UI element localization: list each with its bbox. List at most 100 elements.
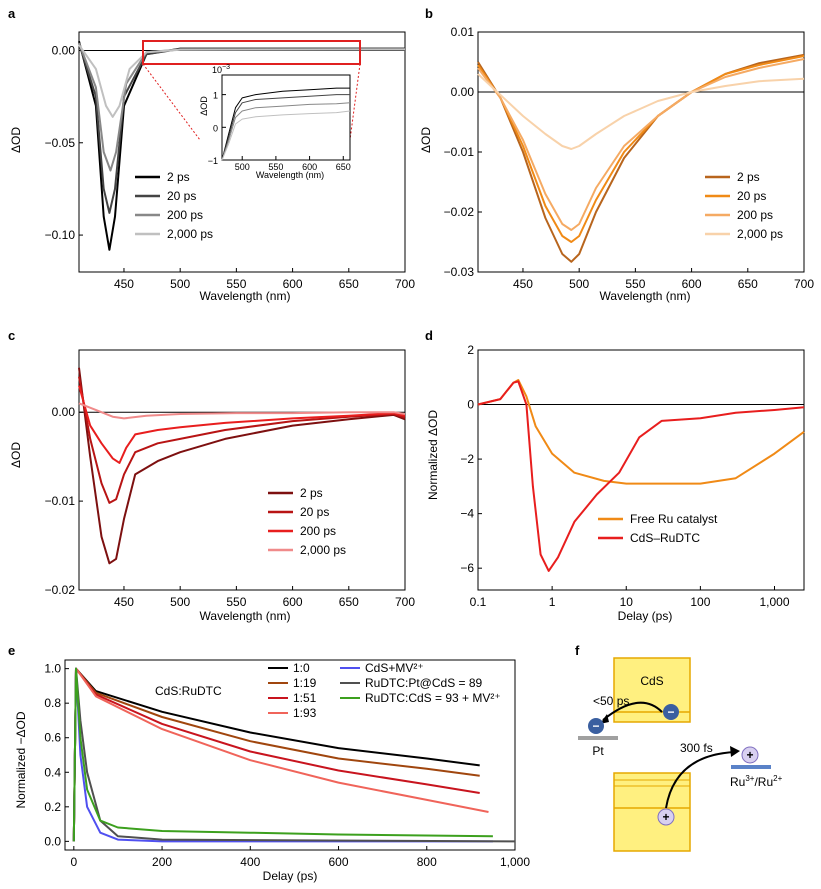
pt-electron-symbol: − xyxy=(592,719,599,733)
x-tick-label: 650 xyxy=(339,595,359,609)
inset-ylabel: ΔOD xyxy=(199,96,209,116)
x-tick-label: 550 xyxy=(226,595,246,609)
y-tick-label: −0.10 xyxy=(45,228,76,242)
x-tick-label: 650 xyxy=(738,277,758,291)
legend-label: Free Ru catalyst xyxy=(630,512,718,526)
inset-plot-a: 500 550 600 650 1 0 −1 xyxy=(208,74,351,172)
panel-e: e Normalized −ΔOD Delay (ps) 0 200 400 600 8… xyxy=(8,643,530,883)
x-tick-label: 700 xyxy=(794,277,814,291)
legend-label: 2 ps xyxy=(167,170,190,184)
x-tick-label: 10 xyxy=(620,595,634,609)
y-tick-label: 2 xyxy=(467,343,474,357)
plot-frame xyxy=(64,659,516,851)
cds-electron xyxy=(663,704,679,720)
panel-label-a: a xyxy=(8,6,16,21)
series-line-3 xyxy=(477,58,805,231)
xlabel-a: Wavelength (nm) xyxy=(200,289,291,303)
cds-hole-symbol: + xyxy=(662,810,669,824)
arrow-electron-to-pt xyxy=(602,701,663,721)
series-line-1 xyxy=(477,379,805,485)
series-line-2 xyxy=(78,42,406,214)
legend-label: 200 ps xyxy=(300,524,336,538)
y-tick-label: −0.01 xyxy=(444,145,475,159)
xlabel-e: Delay (ps) xyxy=(263,869,318,883)
inset-highlight-box xyxy=(142,40,361,65)
y-tick-label: 0 xyxy=(467,398,474,412)
legend-label: 2,000 ps xyxy=(167,227,213,241)
y-tick-label: −0.03 xyxy=(444,265,475,279)
series-line-3 xyxy=(78,385,406,464)
panel-label-c: c xyxy=(8,328,15,343)
x-tick-label: 100 xyxy=(690,595,710,609)
y-tick-label: 1 xyxy=(213,91,218,101)
series-line-3 xyxy=(78,42,406,172)
panel-label-b: b xyxy=(425,6,433,21)
series-line-1 xyxy=(78,367,406,565)
ylabel-d: Normalized ΔOD xyxy=(426,410,440,500)
y-tick-label: 0.01 xyxy=(451,25,475,39)
inset-exponent: 10−3 xyxy=(212,64,230,75)
legend-label: 2 ps xyxy=(300,486,323,500)
y-tick-label: −0.01 xyxy=(45,494,76,508)
inset-connector-right xyxy=(349,63,361,141)
y-tick-label: 0.00 xyxy=(52,43,76,57)
pt-electron xyxy=(588,718,604,734)
panel-label-e: e xyxy=(8,643,15,658)
plot-frame xyxy=(78,31,406,273)
y-tick-label: 0.8 xyxy=(44,696,61,710)
cds-box-bottom xyxy=(613,772,691,852)
ylabel-b: ΔOD xyxy=(419,127,433,153)
plot-d: 0.1 1 10 100 1,000 2 0 −2 −4 −6 Free Ru catalyst Cd… xyxy=(460,343,805,609)
y-tick-label: −6 xyxy=(460,561,474,575)
inset-xlabel: Wavelength (nm) xyxy=(256,170,324,180)
x-tick-label: 450 xyxy=(513,277,533,291)
series-line-2 xyxy=(477,55,805,243)
legend-label: 20 ps xyxy=(737,189,766,203)
legend-label: RuDTC:CdS = 93 + MV²⁺ xyxy=(365,691,501,705)
legend-label: 1:0 xyxy=(293,661,310,675)
x-tick-label: 650 xyxy=(339,277,359,291)
y-tick-label: 1.0 xyxy=(44,662,61,676)
inset-connector-left xyxy=(142,63,201,141)
arrow-head-ru xyxy=(730,746,740,757)
series-line-4 xyxy=(78,44,406,118)
x-tick-label: 600 xyxy=(329,855,349,869)
legend-label: 2,000 ps xyxy=(300,543,346,557)
legend-label: 1:51 xyxy=(293,691,317,705)
annotation-cds-rudtc: CdS:RuDTC xyxy=(155,684,222,698)
xlabel-c: Wavelength (nm) xyxy=(200,609,291,623)
ru-hole-symbol: + xyxy=(746,748,753,762)
cds-hole xyxy=(657,808,675,826)
legend-label: 2 ps xyxy=(737,170,760,184)
plot-a: 450 500 550 600 650 700 0.00 −0.05 −0.10 2 ps 20 p… xyxy=(45,31,415,291)
panel-b: b ΔOD Wavelength (nm) 450 500 550 600 650 700… xyxy=(419,6,814,303)
legend-label: 1:19 xyxy=(293,676,317,690)
y-tick-label: −1 xyxy=(208,156,218,166)
panel-label-f: f xyxy=(575,643,580,658)
plot-c: 450 500 550 600 650 700 0.00 −0.01 −0.02 2 ps 20 p… xyxy=(45,349,415,609)
x-tick-label: 500 xyxy=(170,277,190,291)
y-tick-label: 0.4 xyxy=(44,765,61,779)
series-line-2 xyxy=(78,376,406,504)
series-line-2 xyxy=(477,380,805,572)
x-tick-label: 500 xyxy=(569,277,589,291)
x-tick-label: 1,000 xyxy=(759,595,789,609)
y-tick-label: 0.00 xyxy=(52,405,76,419)
x-tick-label: 600 xyxy=(682,277,702,291)
x-tick-label: 700 xyxy=(395,595,415,609)
pt-level xyxy=(578,736,618,740)
legend-label: RuDTC:Pt@CdS = 89 xyxy=(365,676,483,690)
y-tick-label: 0 xyxy=(213,123,218,133)
x-tick-label: 800 xyxy=(417,855,437,869)
cds-label: CdS xyxy=(640,674,663,688)
arrow-hole-to-ru xyxy=(665,751,736,809)
legend-label: 200 ps xyxy=(737,208,773,222)
x-tick-label: 500 xyxy=(235,162,250,172)
cds-electron-symbol: − xyxy=(667,705,674,719)
y-tick-label: 0.6 xyxy=(44,731,61,745)
legend-label: 1:93 xyxy=(293,706,317,720)
plot-frame xyxy=(221,74,351,161)
y-tick-label: −4 xyxy=(460,507,474,521)
